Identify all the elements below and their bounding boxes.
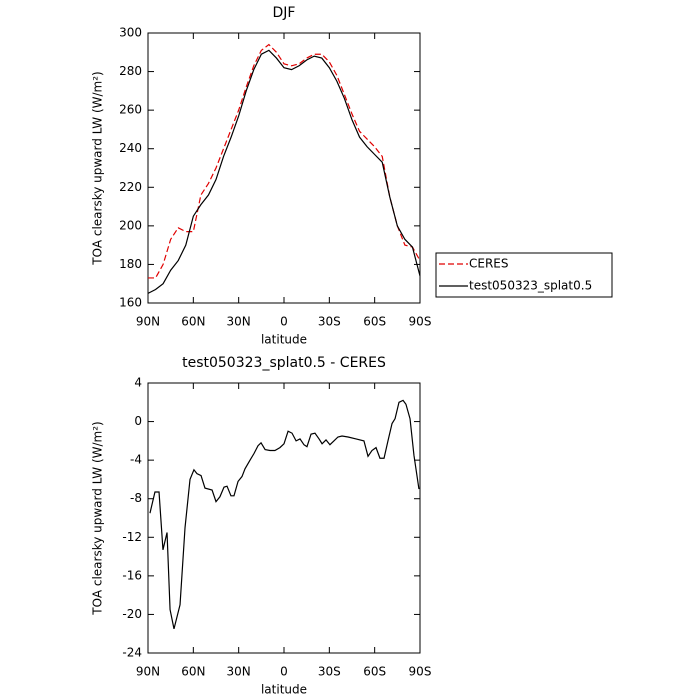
chart-title: DJF [273,5,296,21]
data-line [148,43,421,279]
y-axis-label: TOA clearsky upward LW (W/m²) [91,421,105,615]
x-tick-label: 30N [227,665,251,679]
y-tick-label: 240 [119,141,142,155]
y-tick-label: 280 [119,64,142,78]
x-tick-label: 90S [409,665,432,679]
y-tick-label: 180 [119,257,142,271]
y-tick-label: 220 [119,180,142,194]
y-tick-label: -4 [130,453,142,467]
y-tick-label: -16 [122,568,142,582]
legend-label: CERES [469,257,509,271]
x-tick-label: 60S [363,315,386,329]
y-tick-label: -12 [122,530,142,544]
legend-frame [435,252,613,298]
data-line [147,49,421,294]
x-tick-label: 0 [280,315,288,329]
x-tick-label: 0 [280,665,288,679]
y-tick-label: 200 [119,218,142,232]
chart-title: test050323_splat0.5 - CERES [182,355,386,371]
y-tick-label: 260 [119,103,142,117]
plot-frame [147,382,421,654]
y-tick-label: 160 [119,296,142,310]
x-tick-label: 30N [227,315,251,329]
x-tick-label: 60N [181,665,205,679]
x-tick-label: 90S [409,315,432,329]
x-tick-label: 60S [363,665,386,679]
legend-label: test050323_splat0.5 [469,279,592,293]
y-tick-label: -24 [122,646,142,660]
y-tick-label: -8 [130,491,142,505]
x-tick-label: 90N [136,315,160,329]
x-tick-label: 30S [318,315,341,329]
x-axis-label: latitude [261,333,307,347]
y-tick-label: 0 [134,414,142,428]
x-tick-label: 60N [181,315,205,329]
data-line [149,399,420,630]
y-tick-label: 300 [119,26,142,40]
y-tick-label: 4 [134,376,142,390]
x-tick-label: 90N [136,665,160,679]
y-tick-label: -20 [122,607,142,621]
x-axis-label: latitude [261,683,307,697]
y-axis-label: TOA clearsky upward LW (W/m²) [91,71,105,265]
x-tick-label: 30S [318,665,341,679]
plot-frame [147,32,421,304]
